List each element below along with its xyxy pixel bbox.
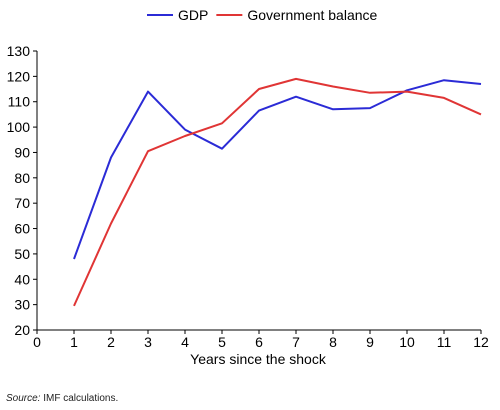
y-tick-label: 50 — [14, 246, 30, 262]
x-tick-label: 10 — [399, 334, 415, 350]
x-tick-label: 5 — [218, 334, 226, 350]
legend: GDP Government balance — [147, 7, 378, 23]
plot-area — [73, 77, 482, 307]
x-tick-label: 11 — [437, 334, 452, 350]
x-tick-label: 12 — [473, 334, 489, 350]
x-tick-label: 7 — [292, 334, 300, 350]
y-tick-label: 100 — [7, 119, 31, 135]
x-tick-label: 8 — [329, 334, 337, 350]
x-tick-label: 6 — [255, 334, 263, 350]
x-tick-label: 4 — [181, 334, 189, 350]
y-tick-label: 40 — [14, 271, 30, 287]
y-tick-label: 130 — [7, 43, 31, 59]
source-note: Source: IMF calculations. — [6, 393, 118, 404]
series-line-government-balance — [73, 77, 482, 307]
x-tick-label: 2 — [107, 334, 115, 350]
source-text: IMF calculations. — [40, 393, 119, 404]
source-prefix: Source: — [6, 393, 41, 404]
x-tick-label: 0 — [33, 334, 41, 350]
legend-label-gdp: GDP — [178, 7, 208, 23]
legend-label-government-balance: Government balance — [247, 7, 377, 23]
y-tick-label: 110 — [8, 94, 31, 110]
x-tick-label: 1 — [70, 334, 78, 350]
y-tick-label: 120 — [7, 68, 31, 84]
y-tick-label: 60 — [14, 221, 30, 237]
y-tick-label: 70 — [14, 195, 30, 211]
y-tick-label: 30 — [14, 297, 30, 313]
x-tick-label: 3 — [144, 334, 152, 350]
series-line-gdp — [73, 79, 482, 260]
y-tick-label: 90 — [14, 144, 30, 160]
x-tick-label: 9 — [366, 334, 374, 350]
y-tick-label: 20 — [14, 322, 30, 338]
x-axis-label: Years since the shock — [190, 351, 327, 367]
y-tick-label: 80 — [14, 170, 30, 186]
